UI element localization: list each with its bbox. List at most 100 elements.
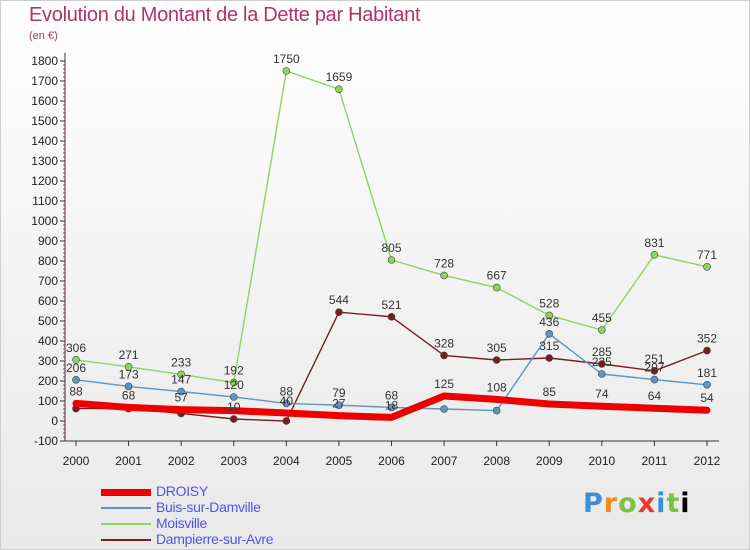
data-point bbox=[492, 356, 501, 364]
y-tick-label: 600 bbox=[38, 294, 58, 308]
data-label: 68 bbox=[385, 388, 399, 402]
data-point bbox=[492, 406, 501, 415]
y-tick-label: 1200 bbox=[31, 174, 58, 188]
logo-letter: x bbox=[637, 488, 657, 519]
data-point bbox=[650, 366, 659, 375]
data-point bbox=[177, 387, 185, 396]
data-label: 18 bbox=[385, 398, 399, 412]
data-point bbox=[229, 393, 238, 401]
data-label: 771 bbox=[697, 248, 717, 262]
data-label: 206 bbox=[66, 361, 86, 375]
data-label: 57 bbox=[174, 391, 188, 405]
legend-label: Buis-sur-Damville bbox=[156, 499, 261, 515]
data-label: 251 bbox=[644, 352, 664, 366]
data-label: 108 bbox=[487, 380, 507, 394]
logo-letter: i bbox=[680, 488, 691, 519]
y-tick-label: 0 bbox=[51, 414, 58, 428]
data-label: 728 bbox=[434, 256, 454, 270]
y-tick-label: 1100 bbox=[32, 194, 58, 208]
x-tick-label: 2004 bbox=[273, 454, 300, 468]
legend-label: Dampierre-sur-Avre bbox=[156, 531, 274, 547]
series-line bbox=[72, 392, 711, 421]
data-label: 831 bbox=[644, 236, 664, 250]
data-label: 1750 bbox=[273, 52, 300, 66]
x-tick-label: 2002 bbox=[168, 454, 195, 468]
chart-title: Evolution du Montant de la Dette par Hab… bbox=[29, 4, 421, 26]
data-point bbox=[650, 251, 659, 259]
y-tick-label: -100 bbox=[34, 434, 58, 448]
x-tick-label: 2006 bbox=[378, 454, 405, 468]
data-label: 544 bbox=[329, 293, 349, 307]
data-label: 207 bbox=[644, 361, 664, 375]
data-label: 181 bbox=[697, 366, 717, 380]
data-label: 1659 bbox=[326, 70, 353, 84]
y-tick-label: 100 bbox=[38, 394, 58, 408]
data-label: 120 bbox=[224, 378, 244, 392]
data-label: 10 bbox=[227, 400, 241, 414]
logo-letter: P bbox=[583, 488, 604, 519]
y-tick-label: 1800 bbox=[31, 54, 58, 68]
data-label: 667 bbox=[487, 269, 507, 283]
legend-swatch bbox=[101, 507, 151, 509]
data-point bbox=[545, 329, 554, 338]
data-point bbox=[335, 308, 343, 317]
legend-label: Moisville bbox=[156, 515, 207, 531]
x-tick-label: 2001 bbox=[115, 454, 142, 468]
data-label: 147 bbox=[171, 373, 191, 387]
data-point bbox=[72, 375, 80, 384]
y-tick-label: 300 bbox=[38, 354, 58, 368]
y-tick-label: 900 bbox=[38, 234, 58, 248]
data-label: 64 bbox=[648, 389, 662, 403]
series-line bbox=[75, 70, 708, 384]
data-label: 805 bbox=[381, 241, 401, 255]
y-tick-label: 500 bbox=[38, 314, 58, 328]
data-label: 315 bbox=[539, 339, 559, 353]
data-point bbox=[177, 370, 185, 379]
y-tick-label: 1000 bbox=[31, 214, 58, 228]
x-tick-label: 2007 bbox=[431, 454, 458, 468]
data-point bbox=[598, 360, 606, 368]
x-tick-label: 2005 bbox=[326, 454, 353, 468]
data-label: 27 bbox=[332, 397, 346, 411]
data-point bbox=[282, 417, 291, 425]
data-point bbox=[124, 362, 133, 371]
data-point bbox=[440, 271, 448, 280]
data-label: 79 bbox=[332, 386, 346, 400]
data-point bbox=[335, 85, 343, 93]
data-point bbox=[440, 351, 448, 360]
x-tick-label: 2010 bbox=[588, 454, 615, 468]
data-label: 271 bbox=[119, 348, 139, 362]
data-point bbox=[440, 405, 448, 413]
x-tick-label: 2012 bbox=[694, 454, 721, 468]
data-point bbox=[703, 346, 711, 355]
y-tick-label: 200 bbox=[38, 374, 58, 388]
data-point bbox=[124, 382, 133, 391]
data-label: 328 bbox=[434, 336, 454, 350]
data-point bbox=[282, 67, 291, 75]
y-tick-label: 1500 bbox=[31, 114, 58, 128]
data-label: 88 bbox=[69, 384, 83, 398]
data-point bbox=[598, 326, 606, 334]
data-point bbox=[703, 380, 711, 389]
legend-label: DROISY bbox=[156, 483, 208, 499]
x-tick-label: 2000 bbox=[63, 454, 90, 468]
x-tick-label: 2003 bbox=[220, 454, 247, 468]
line-chart: -100 0 100 200 300 400 500 600 700 800 900 1000 1100… bbox=[31, 52, 721, 468]
x-tick-label: 2011 bbox=[642, 454, 668, 468]
legend-swatch bbox=[101, 523, 151, 525]
data-label: 88 bbox=[280, 384, 294, 398]
y-tick-label: 400 bbox=[38, 334, 58, 348]
x-tick-label: 2009 bbox=[536, 454, 563, 468]
y-tick-label: 700 bbox=[38, 274, 58, 288]
y-tick-label: 1400 bbox=[31, 134, 58, 148]
data-label: 74 bbox=[595, 387, 609, 401]
data-label: 352 bbox=[697, 332, 717, 346]
data-point bbox=[703, 262, 711, 271]
logo-letter: o bbox=[618, 488, 638, 519]
data-point bbox=[598, 370, 606, 378]
data-label: 125 bbox=[434, 377, 454, 391]
data-point bbox=[650, 375, 659, 384]
data-point bbox=[387, 256, 396, 264]
chart-subtitle: (en €) bbox=[29, 30, 58, 42]
